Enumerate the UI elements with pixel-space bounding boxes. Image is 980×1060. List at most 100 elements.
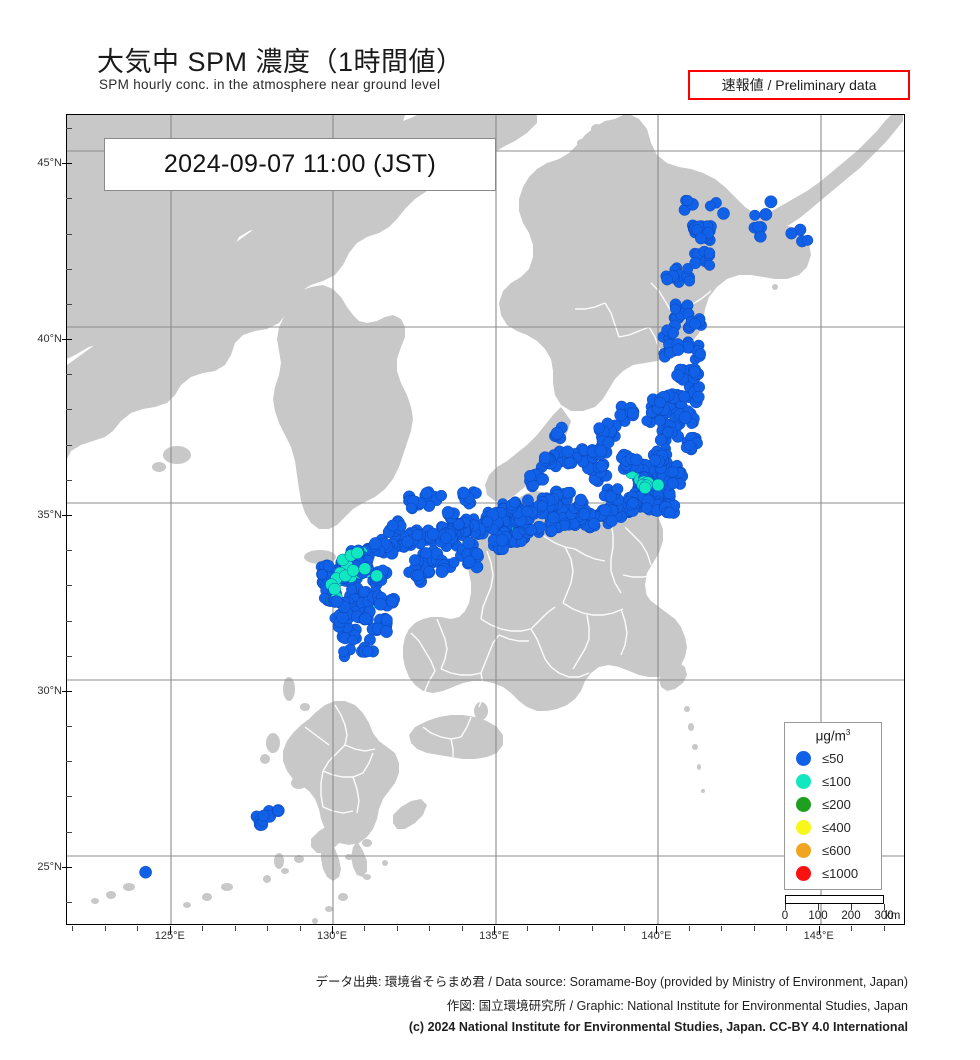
x-axis-minor-tick xyxy=(591,926,593,931)
station-point xyxy=(272,805,284,817)
scale-tick-label: 200 xyxy=(841,910,861,922)
y-axis-major-tick xyxy=(62,514,72,516)
x-axis-minor-tick xyxy=(851,926,853,931)
station-point xyxy=(593,422,605,434)
station-point xyxy=(654,396,666,409)
station-point xyxy=(627,497,639,509)
y-axis-ticks xyxy=(10,114,72,925)
station-point xyxy=(678,411,692,424)
station-point xyxy=(638,481,652,494)
y-axis-major-tick xyxy=(62,163,72,165)
station-point xyxy=(368,537,382,550)
station-point xyxy=(435,489,447,502)
station-point xyxy=(462,536,475,549)
station-point xyxy=(785,227,798,240)
station-point xyxy=(561,445,574,458)
x-axis-minor-tick xyxy=(526,926,528,931)
station-point xyxy=(670,303,681,315)
y-axis-minor-tick xyxy=(66,796,72,798)
legend-threshold-label: ≤600 xyxy=(822,842,851,858)
station-point xyxy=(667,327,679,339)
station-point xyxy=(663,506,676,519)
y-axis-minor-tick xyxy=(66,233,72,235)
y-axis-major-tick xyxy=(62,690,72,692)
x-axis-minor-tick xyxy=(267,926,269,931)
legend-row: ≤1000 xyxy=(785,862,881,885)
scale-tick-line xyxy=(851,904,852,910)
y-axis-minor-tick xyxy=(66,726,72,728)
legend-color-dot xyxy=(796,865,811,881)
legend-threshold-label: ≤100 xyxy=(822,773,851,789)
station-point xyxy=(524,469,536,482)
station-point xyxy=(408,554,421,566)
station-point xyxy=(627,407,639,420)
station-point xyxy=(508,496,521,509)
x-axis-minor-tick xyxy=(137,926,139,931)
station-point xyxy=(604,490,617,503)
scale-tick-label: 0 xyxy=(781,910,789,922)
station-point xyxy=(359,612,372,625)
station-point xyxy=(139,865,152,879)
y-axis-tick-label: 35°N xyxy=(37,508,62,521)
station-point xyxy=(322,560,335,572)
station-point xyxy=(373,597,387,611)
station-point xyxy=(351,546,364,560)
station-point xyxy=(694,348,707,360)
station-point xyxy=(346,583,358,595)
station-point xyxy=(671,343,685,356)
scale-tick-label: 100 xyxy=(808,910,828,922)
map-canvas[interactable] xyxy=(66,114,905,925)
station-point xyxy=(547,511,560,524)
station-point xyxy=(649,454,661,467)
station-point xyxy=(440,532,452,544)
page-title: 大気中 SPM 濃度（1時間値） xyxy=(97,47,464,77)
legend-color-dot xyxy=(796,819,811,835)
legend-row: ≤50 xyxy=(785,747,881,770)
legend-threshold-label: ≤200 xyxy=(822,796,851,812)
y-axis-major-tick xyxy=(62,866,72,868)
station-point xyxy=(386,519,399,532)
station-point xyxy=(588,517,600,530)
station-point xyxy=(564,456,576,468)
x-axis-ticks xyxy=(66,926,905,936)
station-point xyxy=(667,466,679,478)
station-point xyxy=(662,426,674,438)
station-point xyxy=(420,487,433,499)
station-point xyxy=(683,275,696,287)
legend-panel: μg/m3 ≤50 ≤100 ≤200 ≤400 ≤600 ≤1000 xyxy=(784,722,882,890)
station-point xyxy=(614,408,628,422)
scale-tick-line xyxy=(785,904,786,910)
footer-data-source: データ出典: 環境省そらまめ君 / Data source: Soramame-… xyxy=(315,975,908,989)
station-point xyxy=(358,562,371,575)
y-axis-minor-tick xyxy=(66,901,72,903)
y-axis-major-tick xyxy=(62,339,72,341)
y-axis-minor-tick xyxy=(66,479,72,481)
x-axis-minor-tick xyxy=(461,926,463,931)
scale-bar: 0 100 200 300 km xyxy=(781,895,907,927)
y-axis-tick-label: 40°N xyxy=(37,333,62,346)
station-point xyxy=(594,444,608,458)
x-axis-tick-label: 145°E xyxy=(803,930,834,942)
scale-tick-label: 300 xyxy=(874,910,894,922)
station-point xyxy=(752,221,764,233)
station-point xyxy=(595,460,608,473)
y-axis-minor-tick xyxy=(66,409,72,411)
legend-row: ≤100 xyxy=(785,770,881,793)
station-point xyxy=(538,451,552,464)
station-point xyxy=(423,565,435,577)
station-point xyxy=(630,453,643,466)
legend-threshold-label: ≤1000 xyxy=(822,865,859,881)
station-point xyxy=(704,200,716,212)
station-point xyxy=(481,516,494,528)
x-axis-minor-tick xyxy=(559,926,561,931)
x-axis-minor-tick xyxy=(786,926,788,931)
station-point xyxy=(704,259,716,271)
station-point xyxy=(521,494,534,507)
station-point xyxy=(545,525,558,537)
y-axis-minor-tick xyxy=(66,374,72,376)
x-axis-minor-tick xyxy=(104,926,106,931)
legend-entries: ≤50 ≤100 ≤200 ≤400 ≤600 ≤1000 xyxy=(785,747,881,885)
preliminary-data-badge: 速報値 / Preliminary data xyxy=(688,70,910,100)
station-point xyxy=(435,565,449,578)
